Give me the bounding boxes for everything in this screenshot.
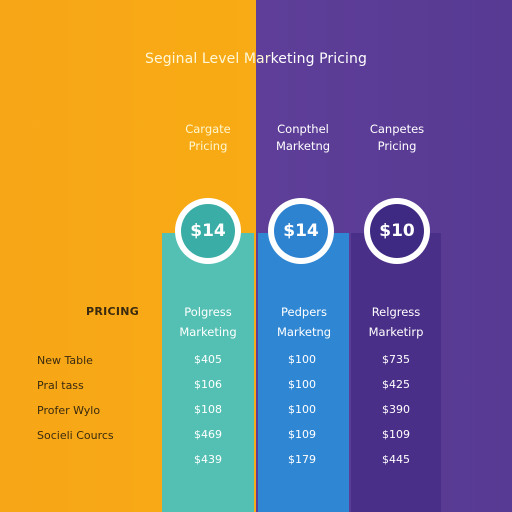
cell-2-3: $100 xyxy=(288,403,316,416)
column-header-3: Canpetes Pricing xyxy=(347,121,447,155)
pricing-panel-3 xyxy=(351,233,441,512)
row-label-2: Pral tass xyxy=(37,379,84,392)
cell-2-4: $109 xyxy=(288,428,316,441)
cell-3-3: $390 xyxy=(382,403,410,416)
cell-3-5: $445 xyxy=(382,453,410,466)
cell-2-5: $179 xyxy=(288,453,316,466)
row-label-3: Profer Wylo xyxy=(37,404,101,417)
cell-1-5: $439 xyxy=(194,453,222,466)
column-header-2-line1: Conpthel xyxy=(277,122,329,136)
cell-3-2: $425 xyxy=(382,378,410,391)
column-header-2: Conpthel Marketng xyxy=(253,121,353,155)
price-badge-3: $10 xyxy=(364,198,430,264)
column-header-1-line2: Pricing xyxy=(188,139,228,153)
plan-name-3: Relgress Marketirp xyxy=(350,302,442,342)
price-value-2: $14 xyxy=(274,204,328,258)
page-title: Seginal Level Marketing Pricing xyxy=(0,51,512,67)
plan-name-3-line1: Relgress xyxy=(371,305,421,319)
plan-name-1-line1: Polgress xyxy=(184,305,232,319)
plan-name-3-line2: Marketirp xyxy=(368,325,424,339)
column-header-2-line2: Marketng xyxy=(275,139,331,153)
pricing-panel-2 xyxy=(258,233,349,512)
column-header-1-line1: Cargate xyxy=(185,122,231,136)
cell-2-1: $100 xyxy=(288,353,316,366)
price-badge-2: $14 xyxy=(268,198,334,264)
price-value-1: $14 xyxy=(181,204,235,258)
plan-name-1: Polgress Marketing xyxy=(162,302,254,342)
cell-1-3: $108 xyxy=(194,403,222,416)
plan-name-2-line2: Marketng xyxy=(276,325,332,339)
column-header-3-line1: Canpetes xyxy=(369,122,425,136)
plan-name-2-line1: Pedpers xyxy=(281,305,327,319)
price-badge-1: $14 xyxy=(175,198,241,264)
column-header-3-line2: Pricing xyxy=(377,139,417,153)
row-label-1: New Table xyxy=(37,354,93,367)
cell-3-4: $109 xyxy=(382,428,410,441)
cell-3-1: $735 xyxy=(382,353,410,366)
cell-1-1: $405 xyxy=(194,353,222,366)
cell-1-2: $106 xyxy=(194,378,222,391)
column-header-1: Cargate Pricing xyxy=(158,121,258,155)
page-title-left: Seginal Level Mar xyxy=(145,51,271,67)
section-label: PRICING xyxy=(86,305,140,318)
plan-name-1-line2: Marketing xyxy=(179,325,237,339)
page-title-right: keting Pricing xyxy=(270,51,367,67)
pricing-panel-1 xyxy=(162,233,254,512)
price-value-3: $10 xyxy=(370,204,424,258)
cell-2-2: $100 xyxy=(288,378,316,391)
plan-name-2: Pedpers Marketng xyxy=(258,302,350,342)
row-label-4: Socieli Courcs xyxy=(37,429,114,442)
cell-1-4: $469 xyxy=(194,428,222,441)
